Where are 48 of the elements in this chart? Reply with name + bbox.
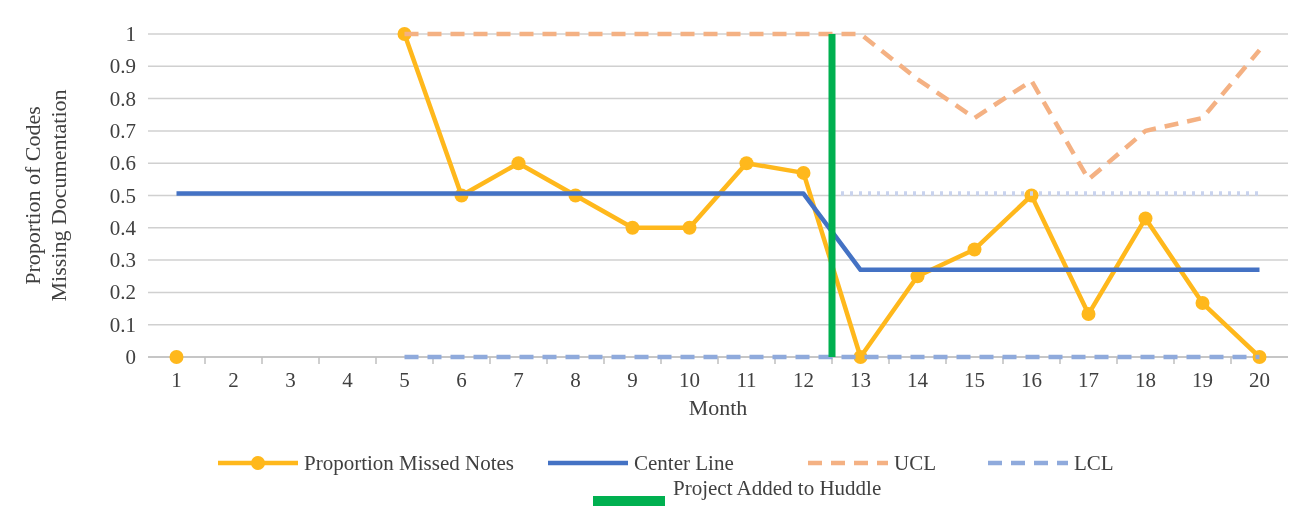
y-tick-label: 1: [125, 22, 136, 46]
point: [967, 242, 982, 257]
x-tick-label: 20: [1249, 368, 1270, 392]
x-tick-label: 18: [1135, 368, 1156, 392]
x-tick-label: 19: [1192, 368, 1213, 392]
x-tick-label: 11: [736, 368, 757, 392]
x-tick-label: 1: [171, 368, 182, 392]
x-tick-label: 13: [850, 368, 871, 392]
x-tick-label: 17: [1078, 368, 1099, 392]
legend-label: Center Line: [634, 451, 734, 475]
legend-label: UCL: [894, 451, 936, 475]
y-tick-label: 0.5: [109, 183, 136, 208]
legend-label: LCL: [1074, 451, 1114, 475]
y-axis-title: Proportion of Codes Missing Documentation: [20, 89, 71, 302]
x-tick-label: 16: [1021, 368, 1042, 392]
point: [1081, 307, 1096, 322]
x-tick-label: 15: [964, 368, 985, 392]
point: [796, 165, 811, 180]
point: [511, 156, 526, 171]
point: [739, 156, 754, 171]
point: [169, 350, 184, 364]
point: [682, 220, 697, 235]
x-tick-label: 2: [228, 368, 239, 392]
y-tick-label: 0.1: [109, 312, 136, 337]
x-tick-label: 6: [456, 368, 467, 392]
legend-label: Project Added to Huddle: [673, 476, 882, 500]
x-tick-label: 14: [907, 368, 929, 392]
y-tick-label: 0.6: [109, 151, 136, 176]
y-tick-label: 0.2: [109, 280, 136, 305]
y-tick-label: 0.4: [109, 215, 137, 240]
point: [625, 220, 640, 235]
y-tick-label: 0.8: [109, 86, 136, 111]
x-tick-label: 10: [679, 368, 700, 392]
legend-label: Proportion Missed Notes: [304, 451, 514, 475]
x-tick-label: 9: [627, 368, 638, 392]
y-tick-label: 0.7: [109, 118, 136, 143]
x-tick-label: 8: [570, 368, 581, 392]
x-tick-label: 4: [342, 368, 354, 392]
x-tick-label: 12: [793, 368, 814, 392]
x-tick-label: 5: [399, 368, 410, 392]
x-tick-label: 7: [513, 368, 524, 392]
x-tick-label: 3: [285, 368, 296, 392]
y-tick-label: 0: [125, 345, 136, 369]
y-tick-label: 0.3: [109, 248, 136, 273]
point: [1195, 296, 1210, 311]
x-axis-title: Month: [688, 395, 748, 420]
y-tick-label: 0.9: [109, 54, 136, 79]
point: [1138, 211, 1153, 226]
